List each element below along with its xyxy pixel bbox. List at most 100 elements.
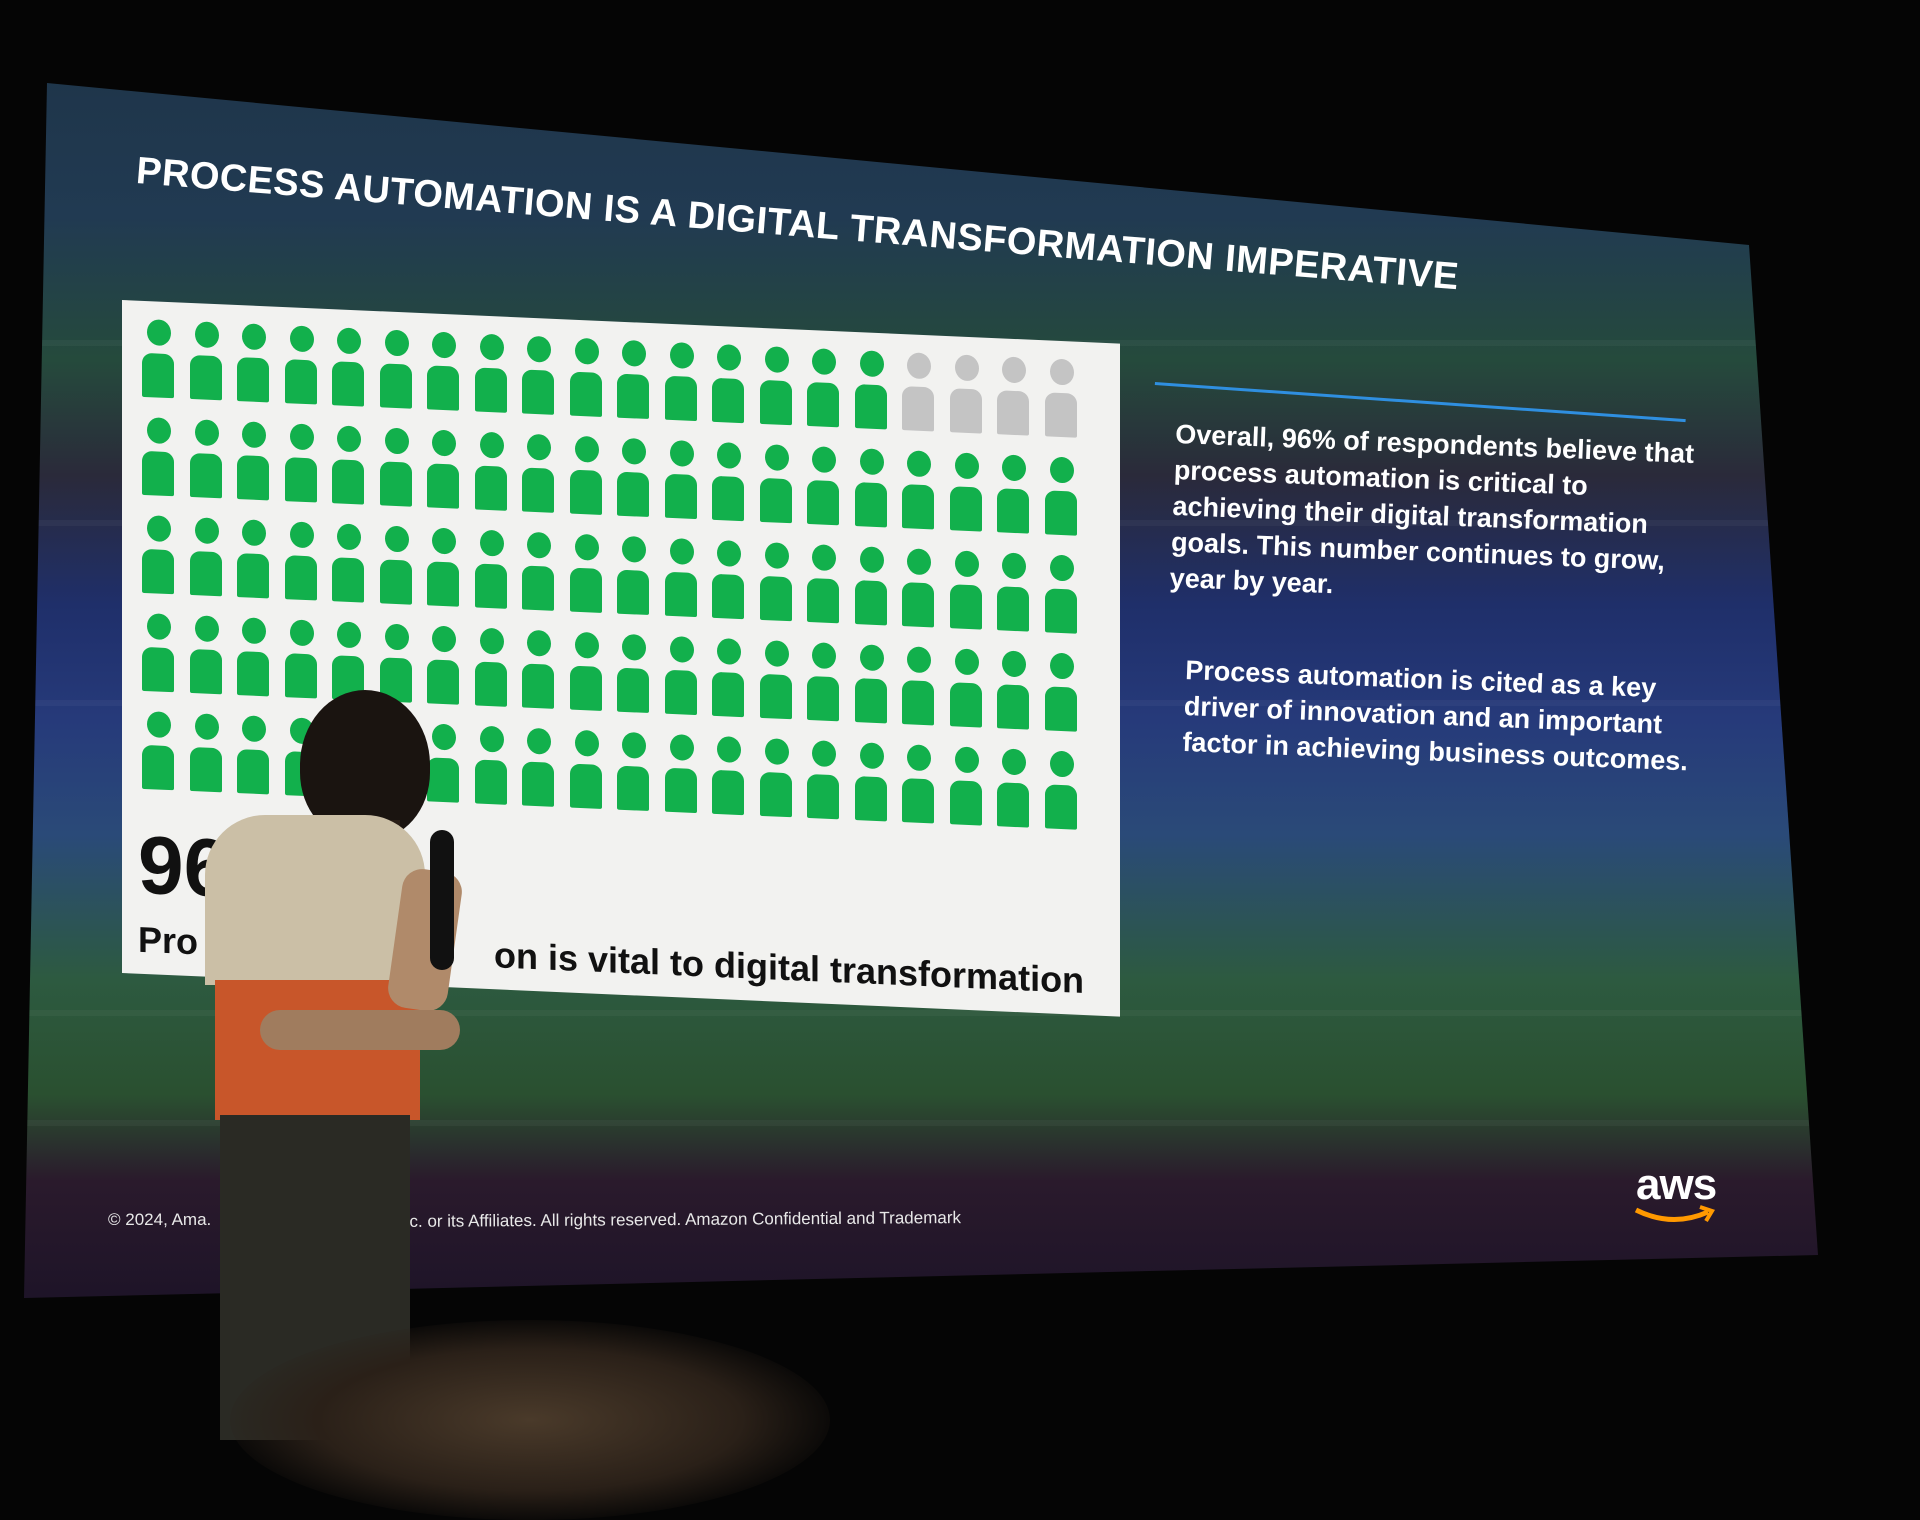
person-icon-filled — [425, 625, 461, 707]
person-icon-filled — [615, 535, 651, 618]
person-icon-filled — [188, 517, 224, 599]
person-icon-filled — [805, 348, 841, 430]
person-icon-filled — [663, 341, 699, 424]
person-icon-filled — [568, 337, 604, 419]
person-icon-filled — [710, 735, 746, 818]
aws-logo: aws — [1634, 1160, 1726, 1230]
person-icon-filled — [1043, 750, 1079, 832]
person-icon-filled — [853, 448, 889, 530]
person-icon-filled — [473, 627, 509, 709]
person-icon-filled — [568, 631, 604, 713]
person-icon-filled — [615, 339, 651, 422]
person-icon-filled — [1043, 652, 1079, 734]
person-icon-filled — [188, 615, 224, 697]
person-icon-filled — [615, 437, 651, 520]
person-icon-filled — [283, 423, 319, 505]
person-icon-filled — [995, 552, 1031, 634]
copyright-start: © 2024, Ama. — [108, 1210, 212, 1229]
person-icon-filled — [900, 744, 936, 826]
person-icon-filled — [140, 711, 176, 793]
person-icon-filled — [900, 548, 936, 630]
person-icon-filled — [758, 542, 794, 624]
person-icon-filled — [1043, 554, 1079, 636]
person-icon-filled — [425, 723, 461, 805]
person-icon-filled — [948, 550, 984, 632]
person-icon-filled — [425, 331, 461, 413]
audience-head — [230, 1320, 830, 1520]
person-icon-filled — [758, 444, 794, 526]
person-icon-empty — [995, 356, 1031, 438]
person-icon-filled — [283, 521, 319, 603]
aws-logo-text: aws — [1636, 1160, 1717, 1209]
person-icon-filled — [853, 742, 889, 824]
person-icon-filled — [710, 441, 746, 524]
person-icon-filled — [140, 417, 176, 499]
person-icon-filled — [520, 727, 556, 809]
aws-smile-icon — [1634, 1205, 1715, 1223]
person-icon-filled — [425, 429, 461, 511]
person-icon-filled — [520, 335, 556, 417]
person-icon-filled — [805, 446, 841, 528]
person-icon-filled — [948, 746, 984, 828]
person-icon-filled — [900, 646, 936, 728]
person-icon-filled — [378, 329, 414, 411]
person-icon-filled — [473, 725, 509, 807]
person-icon-filled — [663, 733, 699, 816]
body-paragraph-1: Overall, 96% of respondents believe that… — [1169, 418, 1695, 600]
person-icon-filled — [188, 419, 224, 501]
person-icon-filled — [568, 533, 604, 615]
person-icon-filled — [710, 637, 746, 720]
stat-caption-start: Pro — [138, 918, 199, 963]
person-icon-filled — [473, 333, 509, 415]
person-icon-filled — [663, 439, 699, 522]
person-icon-filled — [568, 729, 604, 811]
person-icon-filled — [188, 321, 224, 403]
person-icon-filled — [995, 748, 1031, 830]
person-icon-filled — [283, 325, 319, 407]
person-icon-filled — [140, 613, 176, 695]
person-icon-empty — [1043, 358, 1079, 440]
person-icon-filled — [995, 454, 1031, 536]
person-icon-filled — [615, 633, 651, 716]
person-icon-filled — [235, 715, 271, 797]
person-icon-filled — [283, 619, 319, 701]
person-icon-filled — [758, 738, 794, 820]
person-icon-empty — [900, 352, 936, 434]
person-icon-filled — [330, 425, 366, 507]
person-icon-filled — [188, 713, 224, 795]
body-paragraph-2: Process automation is cited as a key dri… — [1181, 654, 1689, 777]
person-icon-filled — [900, 450, 936, 532]
copyright-end: nc. or its Affiliates. All rights reserv… — [399, 1208, 962, 1231]
person-icon-filled — [805, 642, 841, 724]
person-icon-filled — [853, 350, 889, 432]
person-icon-filled — [330, 523, 366, 605]
person-icon-filled — [758, 640, 794, 722]
person-icon-filled — [140, 319, 176, 401]
person-icon-filled — [710, 343, 746, 426]
person-icon-filled — [568, 435, 604, 517]
person-icon-filled — [235, 617, 271, 699]
person-icon-filled — [235, 421, 271, 503]
person-icon-filled — [1043, 456, 1079, 538]
person-icon-filled — [758, 346, 794, 428]
person-icon-filled — [140, 515, 176, 597]
person-icon-filled — [995, 650, 1031, 732]
person-icon-filled — [473, 431, 509, 513]
person-icon-filled — [948, 648, 984, 730]
person-icon-filled — [235, 323, 271, 405]
accent-divider — [1154, 382, 1686, 423]
person-icon-filled — [663, 537, 699, 620]
person-icon-empty — [948, 354, 984, 436]
person-icon-filled — [330, 327, 366, 409]
person-icon-filled — [520, 629, 556, 711]
person-icon-filled — [853, 644, 889, 726]
person-icon-filled — [710, 539, 746, 622]
stat-caption-end: on is vital to digital transformation — [494, 934, 1085, 1002]
slide-title: PROCESS AUTOMATION IS A DIGITAL TRANSFOR… — [134, 150, 1461, 299]
person-icon-filled — [425, 527, 461, 609]
person-icon-filled — [520, 531, 556, 613]
person-icon-filled — [520, 433, 556, 515]
person-icon-filled — [235, 519, 271, 601]
person-icon-filled — [853, 546, 889, 628]
person-icon-filled — [473, 529, 509, 611]
